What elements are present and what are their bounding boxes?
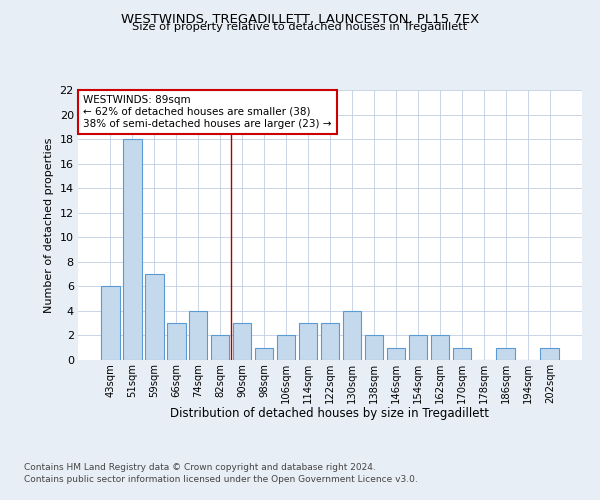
Y-axis label: Number of detached properties: Number of detached properties bbox=[44, 138, 54, 312]
Text: WESTWINDS, TREGADILLETT, LAUNCESTON, PL15 7EX: WESTWINDS, TREGADILLETT, LAUNCESTON, PL1… bbox=[121, 12, 479, 26]
Bar bbox=[431, 336, 449, 360]
Bar bbox=[123, 139, 142, 360]
Text: Distribution of detached houses by size in Tregadillett: Distribution of detached houses by size … bbox=[170, 408, 490, 420]
Bar bbox=[365, 336, 383, 360]
Text: Contains HM Land Registry data © Crown copyright and database right 2024.: Contains HM Land Registry data © Crown c… bbox=[24, 462, 376, 471]
Bar bbox=[299, 323, 317, 360]
Bar bbox=[452, 348, 471, 360]
Bar bbox=[233, 323, 251, 360]
Bar bbox=[167, 323, 185, 360]
Text: Size of property relative to detached houses in Tregadillett: Size of property relative to detached ho… bbox=[133, 22, 467, 32]
Bar bbox=[409, 336, 427, 360]
Bar bbox=[189, 311, 208, 360]
Text: Contains public sector information licensed under the Open Government Licence v3: Contains public sector information licen… bbox=[24, 475, 418, 484]
Bar bbox=[496, 348, 515, 360]
Bar bbox=[145, 274, 164, 360]
Bar bbox=[343, 311, 361, 360]
Bar bbox=[541, 348, 559, 360]
Bar bbox=[255, 348, 274, 360]
Bar bbox=[101, 286, 119, 360]
Text: WESTWINDS: 89sqm
← 62% of detached houses are smaller (38)
38% of semi-detached : WESTWINDS: 89sqm ← 62% of detached house… bbox=[83, 96, 332, 128]
Bar bbox=[320, 323, 340, 360]
Bar bbox=[386, 348, 405, 360]
Bar bbox=[277, 336, 295, 360]
Bar bbox=[211, 336, 229, 360]
